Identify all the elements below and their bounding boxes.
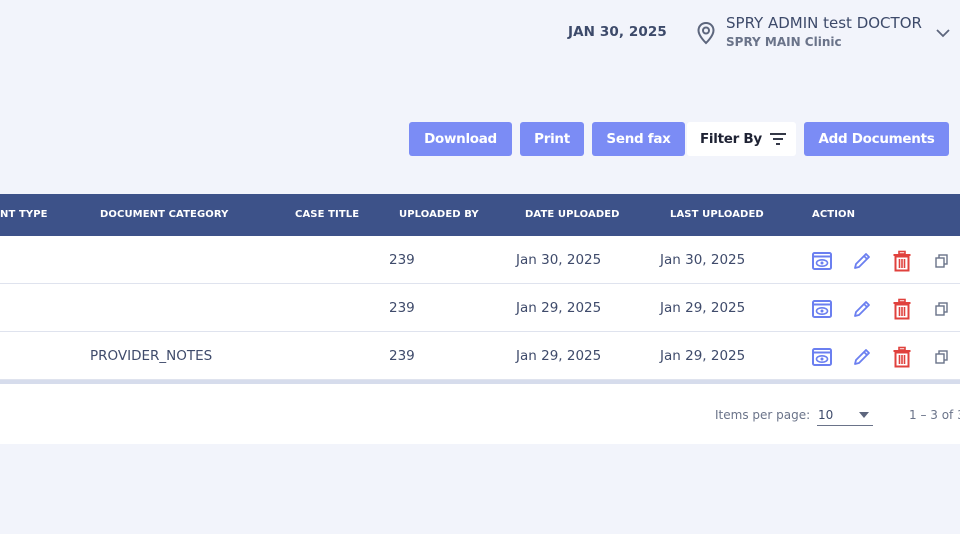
column-header-date-uploaded[interactable]: DATE UPLOADED xyxy=(525,209,620,220)
edit-pencil-icon[interactable] xyxy=(851,250,873,272)
delete-trash-icon[interactable] xyxy=(891,298,913,320)
table-header: NT TYPE DOCUMENT CATEGORY CASE TITLE UPL… xyxy=(0,194,960,236)
dropdown-caret-icon xyxy=(859,412,869,418)
cell-document-category: PROVIDER_NOTES xyxy=(90,348,213,364)
column-header-document-type[interactable]: NT TYPE xyxy=(0,209,48,220)
current-date: JAN 30, 2025 xyxy=(568,24,667,40)
pagination-range: 1 – 3 of 3 xyxy=(909,408,960,422)
paginator: Items per page: 10 1 – 3 of 3 xyxy=(0,384,960,444)
filter-by-button[interactable]: Filter By xyxy=(687,122,796,156)
edit-pencil-icon[interactable] xyxy=(851,346,873,368)
copy-icon[interactable] xyxy=(931,298,953,320)
cell-uploaded-by: 239 xyxy=(389,300,415,316)
filter-lines-icon xyxy=(769,133,786,145)
map-pin-icon xyxy=(697,21,715,45)
column-header-last-uploaded[interactable]: LAST UPLOADED xyxy=(670,209,764,220)
user-name[interactable]: SPRY ADMIN test DOCTOR xyxy=(726,14,922,32)
cell-last-uploaded: Jan 29, 2025 xyxy=(660,300,746,316)
column-header-action: ACTION xyxy=(812,209,856,220)
copy-icon[interactable] xyxy=(931,346,953,368)
cell-date-uploaded: Jan 30, 2025 xyxy=(516,252,602,268)
download-button[interactable]: Download xyxy=(409,122,512,156)
cell-uploaded-by: 239 xyxy=(389,348,415,364)
print-button[interactable]: Print xyxy=(520,122,584,156)
column-header-case-title[interactable]: CASE TITLE xyxy=(295,209,360,220)
view-icon[interactable] xyxy=(811,346,833,368)
column-header-document-category[interactable]: DOCUMENT CATEGORY xyxy=(100,209,229,220)
filter-label: Filter By xyxy=(700,131,762,147)
edit-pencil-icon[interactable] xyxy=(851,298,873,320)
table-row[interactable]: 239 Jan 30, 2025 Jan 30, 2025 xyxy=(0,236,960,284)
view-icon[interactable] xyxy=(811,250,833,272)
documents-table: NT TYPE DOCUMENT CATEGORY CASE TITLE UPL… xyxy=(0,194,960,444)
document-toolbar: Download Print Send fax Filter By Add Do… xyxy=(0,120,960,160)
cell-date-uploaded: Jan 29, 2025 xyxy=(516,300,602,316)
table-row[interactable]: PROVIDER_NOTES 239 Jan 29, 2025 Jan 29, … xyxy=(0,332,960,380)
cell-last-uploaded: Jan 30, 2025 xyxy=(660,252,746,268)
cell-uploaded-by: 239 xyxy=(389,252,415,268)
copy-icon[interactable] xyxy=(931,250,953,272)
table-scrollbar-track[interactable] xyxy=(0,380,960,384)
items-per-page-select[interactable]: 10 xyxy=(817,406,873,426)
delete-trash-icon[interactable] xyxy=(891,346,913,368)
cell-date-uploaded: Jan 29, 2025 xyxy=(516,348,602,364)
clinic-name[interactable]: SPRY MAIN Clinic xyxy=(726,35,842,49)
cell-last-uploaded: Jan 29, 2025 xyxy=(660,348,746,364)
view-icon[interactable] xyxy=(811,298,833,320)
top-header: JAN 30, 2025 SPRY ADMIN test DOCTOR SPRY… xyxy=(0,0,960,70)
items-per-page-value: 10 xyxy=(818,408,834,422)
column-header-uploaded-by[interactable]: UPLOADED BY xyxy=(399,209,479,220)
items-per-page-label: Items per page: xyxy=(715,408,811,422)
table-row[interactable]: 239 Jan 29, 2025 Jan 29, 2025 xyxy=(0,284,960,332)
add-documents-button[interactable]: Add Documents xyxy=(804,122,949,156)
chevron-down-icon[interactable] xyxy=(934,26,952,40)
delete-trash-icon[interactable] xyxy=(891,250,913,272)
send-fax-button[interactable]: Send fax xyxy=(592,122,685,156)
